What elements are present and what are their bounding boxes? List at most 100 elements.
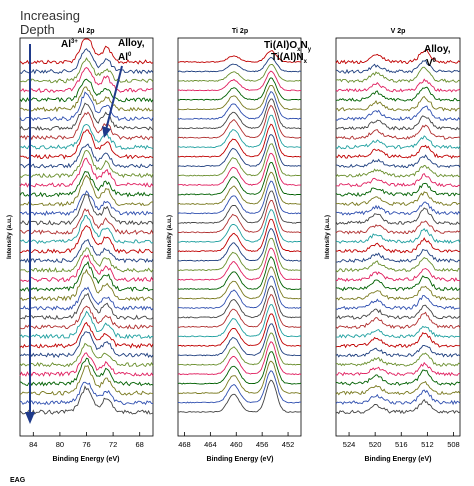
spectrum-line bbox=[19, 174, 154, 207]
ti-x-ticks: 468 464 460 456 452 bbox=[178, 432, 294, 449]
x-tick-label: 468 bbox=[178, 440, 191, 449]
al-alloy-label: Alloy, bbox=[118, 38, 145, 49]
spectrum-line bbox=[335, 267, 461, 282]
spectrum-line bbox=[19, 86, 154, 113]
spectrum-line bbox=[336, 248, 461, 264]
spectrum-line bbox=[19, 342, 154, 368]
x-tick-label: 80 bbox=[56, 440, 64, 449]
spectrum-line bbox=[19, 225, 154, 254]
spectrum-line bbox=[177, 323, 302, 357]
al0-pointer-arrow bbox=[105, 65, 123, 131]
spectrum-line bbox=[19, 357, 154, 387]
ti-nitride-label: Ti(Al)Nx bbox=[271, 52, 308, 65]
spectrum-line bbox=[19, 254, 154, 283]
spectrum-line bbox=[19, 247, 154, 273]
spectrum-line bbox=[335, 207, 461, 226]
spectrum-line bbox=[19, 157, 154, 188]
header-increasing: Increasing bbox=[20, 8, 80, 23]
spectrum-line bbox=[19, 238, 154, 264]
x-tick-label: 68 bbox=[136, 440, 144, 449]
spectrum-line bbox=[177, 50, 302, 63]
spectrum-line bbox=[19, 194, 154, 226]
ti-spectra bbox=[177, 50, 302, 413]
spectrum-line bbox=[177, 123, 302, 158]
depth-arrow-head bbox=[25, 412, 35, 424]
spectrum-line bbox=[19, 149, 154, 179]
panel-al-title: Al 2p bbox=[77, 28, 94, 35]
spectrum-line bbox=[19, 208, 154, 236]
spectrum-line bbox=[335, 66, 461, 84]
spectrum-line bbox=[335, 59, 461, 74]
x-tick-label: 508 bbox=[447, 440, 460, 449]
spectrum-line bbox=[336, 325, 460, 339]
al-x-axis-label: Binding Energy (eV) bbox=[53, 456, 120, 463]
spectrum-line bbox=[177, 98, 302, 130]
v-x-ticks: 524 520 516 512 508 bbox=[343, 432, 460, 449]
spectrum-line bbox=[335, 201, 461, 216]
spectrum-line bbox=[177, 63, 302, 82]
panel-ti-title: Ti 2p bbox=[232, 28, 248, 35]
x-tick-label: 452 bbox=[282, 440, 295, 449]
spectrum-line bbox=[335, 191, 460, 206]
x-tick-label: 456 bbox=[256, 440, 269, 449]
v-spectra bbox=[335, 49, 461, 415]
panel-al-2p: Al 2p 84 80 76 72 68 Binding Energy (eV) Int… bbox=[6, 28, 154, 463]
spectrum-line bbox=[19, 129, 154, 160]
x-tick-label: 72 bbox=[109, 440, 117, 449]
al-spectra bbox=[19, 38, 154, 415]
spectrum-line bbox=[177, 227, 302, 262]
panel-ti-2p: Ti 2p 468 464 460 456 452 Binding Energy (eV… bbox=[166, 28, 312, 463]
spectrum-line bbox=[177, 70, 302, 92]
spectrum-line bbox=[19, 381, 153, 406]
al0-pointer-head bbox=[102, 126, 111, 138]
spectrum-line bbox=[177, 114, 302, 149]
spectrum-line bbox=[19, 215, 154, 245]
spectrum-line bbox=[177, 180, 302, 215]
spectrum-line bbox=[335, 135, 461, 150]
spectrum-line bbox=[19, 57, 154, 84]
spectrum-line bbox=[335, 311, 461, 330]
x-tick-label: 76 bbox=[82, 440, 90, 449]
spectrum-line bbox=[335, 389, 461, 406]
ti-oxynitride-label: Ti(Al)OxNy bbox=[264, 40, 312, 53]
spectrum-line bbox=[19, 170, 154, 198]
spectrum-line bbox=[19, 78, 154, 103]
x-tick-label: 520 bbox=[369, 440, 382, 449]
spectrum-line bbox=[19, 124, 154, 150]
spectrum-line bbox=[335, 95, 461, 112]
spectrum-line bbox=[335, 380, 461, 396]
spectrum-line bbox=[19, 385, 154, 415]
spectrum-line bbox=[19, 48, 154, 75]
v0-label: V0 bbox=[426, 58, 437, 69]
spectrum-line bbox=[19, 352, 154, 377]
al0-label: Al0 bbox=[118, 52, 132, 63]
spectrum-line bbox=[177, 133, 302, 167]
spectrum-line bbox=[177, 247, 302, 281]
spectrum-line bbox=[335, 369, 461, 386]
spectrum-line bbox=[335, 115, 461, 131]
spectrum-line bbox=[177, 303, 302, 338]
spectrum-line bbox=[177, 370, 301, 404]
spectrum-line bbox=[19, 111, 154, 141]
spectrum-line bbox=[335, 275, 461, 292]
spectrum-line bbox=[20, 292, 154, 321]
spectrum-line bbox=[178, 77, 302, 101]
spectrum-line bbox=[335, 361, 461, 377]
panel-al-frame bbox=[19, 37, 154, 437]
spectrum-line bbox=[335, 331, 461, 349]
spectrum-line bbox=[19, 66, 154, 93]
v-alloy-label: Alloy, bbox=[424, 44, 451, 55]
spectrum-line bbox=[177, 199, 302, 234]
spectrum-line bbox=[335, 304, 461, 320]
header-depth: Depth bbox=[20, 22, 55, 37]
x-tick-label: 524 bbox=[343, 440, 356, 449]
spectrum-line bbox=[335, 257, 461, 273]
spectrum-line bbox=[19, 102, 154, 131]
panel-v-frame bbox=[335, 37, 461, 437]
spectrum-line bbox=[335, 164, 461, 178]
spectrum-line bbox=[177, 332, 302, 366]
al-x-ticks: 84 80 76 72 68 bbox=[29, 432, 144, 449]
spectrum-line bbox=[177, 56, 302, 73]
v-x-axis-label: Binding Energy (eV) bbox=[365, 456, 432, 463]
